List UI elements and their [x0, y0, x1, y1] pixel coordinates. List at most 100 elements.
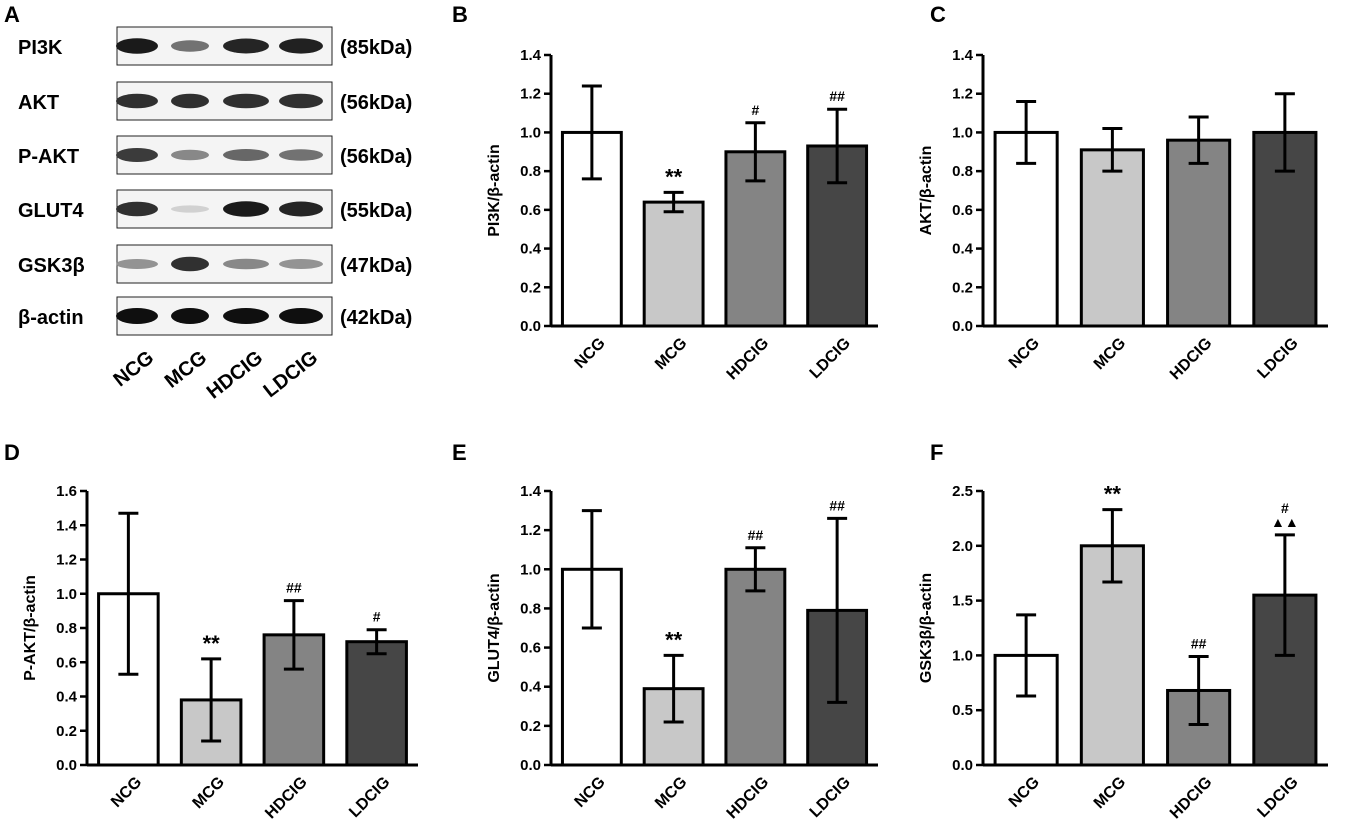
y-tick-label: 1.2	[56, 552, 77, 569]
blot-band	[279, 38, 323, 54]
chart-panel-f: F GSK3β/β-actin 0.0 0.5 1.0 1.5 2.0 2.5 NCG ** MCG…	[918, 440, 1328, 822]
x-tick-label: MCG	[652, 774, 690, 812]
blot-band	[116, 308, 158, 324]
blot-band	[279, 201, 323, 217]
x-tick-label: NCG	[1006, 774, 1043, 811]
significance-label: ##	[829, 497, 845, 513]
y-tick-label: 0.0	[520, 318, 541, 335]
y-tick-label: 1.4	[56, 517, 78, 534]
blot-band	[116, 93, 158, 109]
y-tick-label: 1.6	[56, 483, 77, 500]
y-tick-label: 1.0	[952, 124, 973, 141]
western-blot-panel: A PI3K (85kDa) AKT (56kDa) P-AKT (56kDa) GLUT4 (…	[4, 2, 412, 404]
y-tick-label: 0.8	[56, 620, 77, 637]
y-tick-label: 0.2	[56, 723, 77, 740]
y-tick-label: 0.8	[520, 163, 541, 180]
y-tick-label: 0.4	[520, 241, 542, 258]
blot-kda-label: (55kDa)	[340, 200, 412, 222]
blot-band	[223, 201, 269, 217]
blot-kda-label: (42kDa)	[340, 307, 412, 329]
chart-panel-b: B PI3K/β-actin 0.0 0.2 0.4 0.6 0.8 1.0 1.2 1.4 NCG…	[452, 2, 878, 383]
bar-mcg	[1079, 148, 1145, 328]
blot-band	[171, 149, 209, 161]
blot-protein-label: P-AKT	[18, 146, 79, 168]
blot-row-4: GSK3β (47kDa)	[18, 244, 412, 284]
blot-band	[116, 259, 158, 269]
x-tick-label: HDCIG	[724, 335, 772, 383]
x-tick-label: HDCIG	[724, 774, 772, 822]
y-tick-label: 0.0	[952, 318, 973, 335]
y-tick-label: 0.6	[520, 640, 541, 657]
y-tick-label: 1.2	[952, 86, 973, 103]
x-tick-label: NCG	[1006, 335, 1043, 372]
panel-letter: E	[452, 440, 467, 465]
y-tick-label: 0.2	[520, 279, 541, 296]
panel-letter: D	[4, 440, 20, 465]
blot-protein-label: GLUT4	[18, 200, 84, 222]
significance-label: **	[665, 627, 683, 652]
x-tick-label: MCG	[1091, 774, 1129, 812]
x-tick-label: MCG	[1091, 335, 1129, 373]
x-tick-label: LDCIG	[346, 774, 393, 821]
bar-hdcig	[1166, 138, 1232, 328]
blot-band	[279, 149, 323, 161]
significance-label: #	[373, 609, 381, 625]
x-tick-label: NCG	[108, 774, 145, 811]
blot-row-5: β-actin (42kDa)	[18, 296, 412, 336]
y-tick-label: 1.4	[520, 47, 542, 64]
bar-mcg	[642, 200, 705, 328]
blot-band	[223, 38, 269, 54]
y-tick-label: 0.0	[952, 757, 973, 774]
y-tick-label: 0.4	[56, 689, 78, 706]
significance-label: #	[751, 102, 759, 118]
significance-label: #	[1281, 500, 1289, 516]
y-tick-label: 0.6	[520, 202, 541, 219]
y-tick-label: 1.4	[520, 483, 542, 500]
y-axis-label: P-AKT/β-actin	[22, 575, 39, 681]
blot-lane-label: LDCIG	[260, 347, 323, 403]
y-tick-label: 1.0	[520, 561, 541, 578]
panel-letter: C	[930, 2, 946, 27]
significance-label: ##	[829, 88, 845, 104]
blot-row-0: PI3K (85kDa)	[18, 26, 412, 66]
blot-kda-label: (85kDa)	[340, 37, 412, 59]
significance-label: ##	[286, 580, 302, 596]
significance-label: **	[1104, 482, 1122, 507]
blot-band	[116, 38, 158, 54]
x-tick-label: LDCIG	[807, 335, 854, 382]
significance-label: **	[203, 631, 221, 656]
chart-panel-c: C AKT/β-actin 0.0 0.2 0.4 0.6 0.8 1.0 1.2 1.4 NCG M…	[918, 2, 1328, 383]
significance-label: ##	[1191, 635, 1207, 651]
y-tick-label: 0.2	[520, 718, 541, 735]
blot-row-1: AKT (56kDa)	[18, 81, 412, 121]
y-tick-label: 2.0	[952, 538, 973, 555]
y-tick-label: 1.2	[520, 86, 541, 103]
y-tick-label: 0.0	[56, 757, 77, 774]
blot-band	[116, 201, 158, 217]
blot-lane-label: NCG	[110, 347, 159, 392]
y-tick-label: 0.5	[952, 702, 973, 719]
significance-label: **	[665, 164, 683, 189]
x-tick-label: LDCIG	[807, 774, 854, 821]
y-tick-label: 0.8	[520, 600, 541, 617]
blot-row-2: P-AKT (56kDa)	[18, 135, 412, 175]
y-tick-label: 0.0	[520, 757, 541, 774]
blot-protein-label: AKT	[18, 92, 59, 114]
y-tick-label: 1.2	[520, 522, 541, 539]
y-tick-label: 0.4	[520, 679, 542, 696]
chart-panel-e: E GLUT4/β-actin 0.0 0.2 0.4 0.6 0.8 1.0 1.2 1.4 NC…	[452, 440, 878, 822]
significance-label: ▲▲	[1271, 514, 1299, 530]
panel-letter: F	[930, 440, 943, 465]
blot-band	[279, 259, 323, 269]
y-tick-label: 1.4	[952, 47, 974, 64]
significance-label: ##	[748, 527, 764, 543]
blot-band	[171, 256, 209, 272]
blot-band	[223, 149, 269, 161]
y-axis-label: GSK3β/β-actin	[918, 573, 935, 683]
panel-letter: B	[452, 2, 468, 27]
x-tick-label: HDCIG	[1167, 335, 1215, 383]
blot-row-3: GLUT4 (55kDa)	[18, 189, 412, 229]
panel-letter-a: A	[4, 2, 20, 27]
blot-kda-label: (47kDa)	[340, 255, 412, 277]
